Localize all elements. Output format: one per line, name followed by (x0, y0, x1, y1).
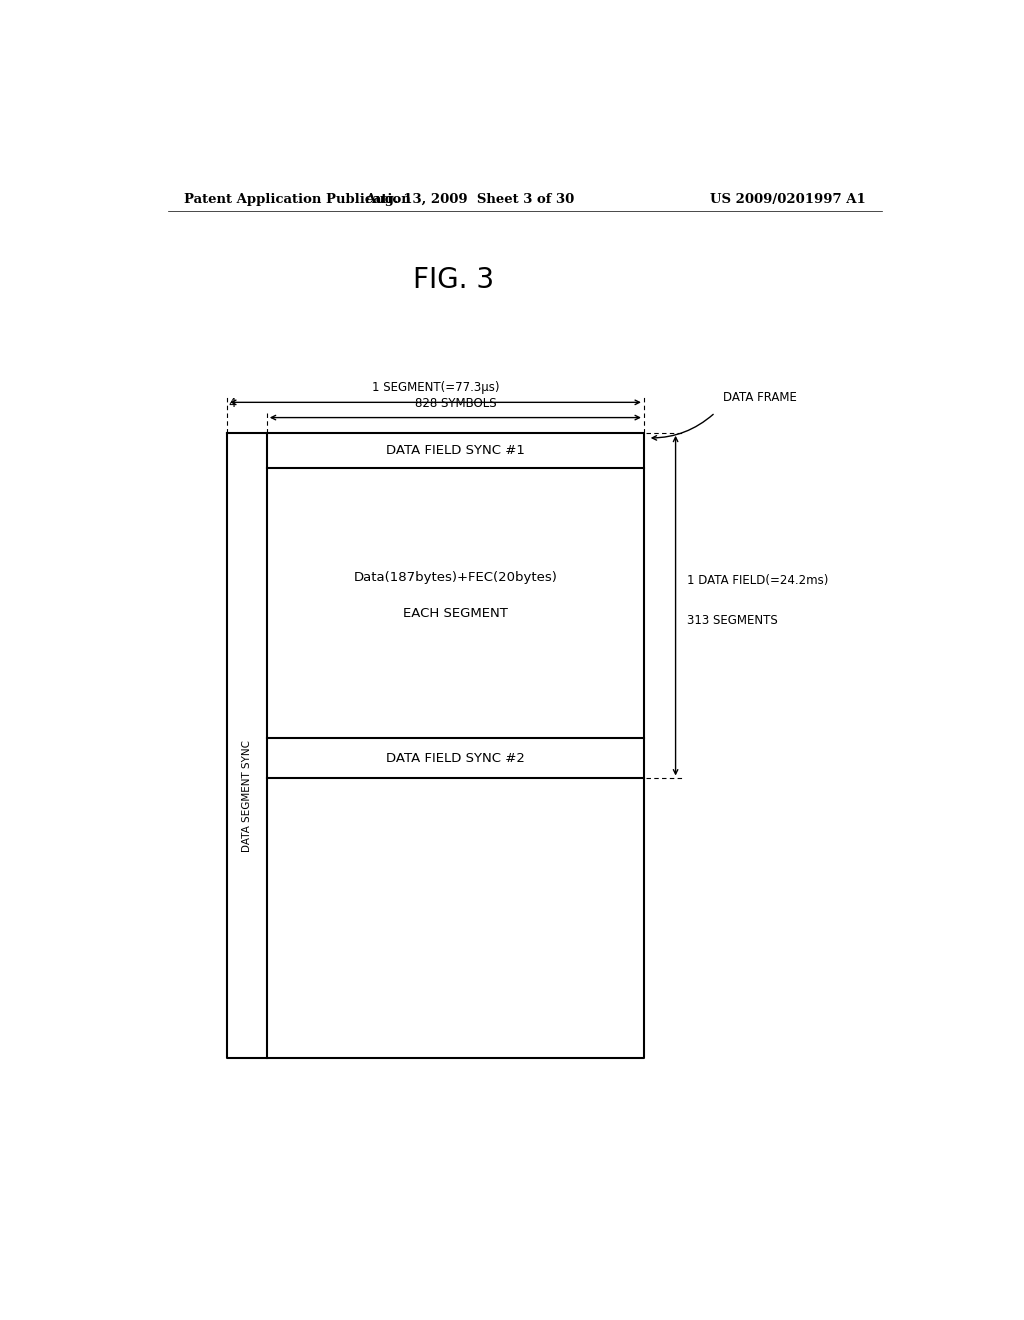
Text: Data(187bytes)+FEC(20bytes): Data(187bytes)+FEC(20bytes) (353, 572, 557, 585)
Text: Aug. 13, 2009  Sheet 3 of 30: Aug. 13, 2009 Sheet 3 of 30 (365, 193, 573, 206)
Text: 313 SEGMENTS: 313 SEGMENTS (687, 614, 778, 627)
Text: DATA FRAME: DATA FRAME (723, 391, 797, 404)
Text: DATA FIELD SYNC #2: DATA FIELD SYNC #2 (386, 751, 524, 764)
Text: US 2009/0201997 A1: US 2009/0201997 A1 (711, 193, 866, 206)
Text: 828 SYMBOLS: 828 SYMBOLS (415, 397, 497, 411)
Text: 1 SEGMENT(=77.3μs): 1 SEGMENT(=77.3μs) (372, 381, 500, 395)
Text: DATA FIELD SYNC #1: DATA FIELD SYNC #1 (386, 444, 524, 457)
Text: EACH SEGMENT: EACH SEGMENT (402, 607, 508, 619)
Text: FIG. 3: FIG. 3 (413, 267, 494, 294)
Text: Patent Application Publication: Patent Application Publication (183, 193, 411, 206)
Text: 4: 4 (228, 397, 237, 411)
Text: DATA SEGMENT SYNC: DATA SEGMENT SYNC (242, 741, 252, 853)
Text: 1 DATA FIELD(=24.2ms): 1 DATA FIELD(=24.2ms) (687, 574, 828, 586)
